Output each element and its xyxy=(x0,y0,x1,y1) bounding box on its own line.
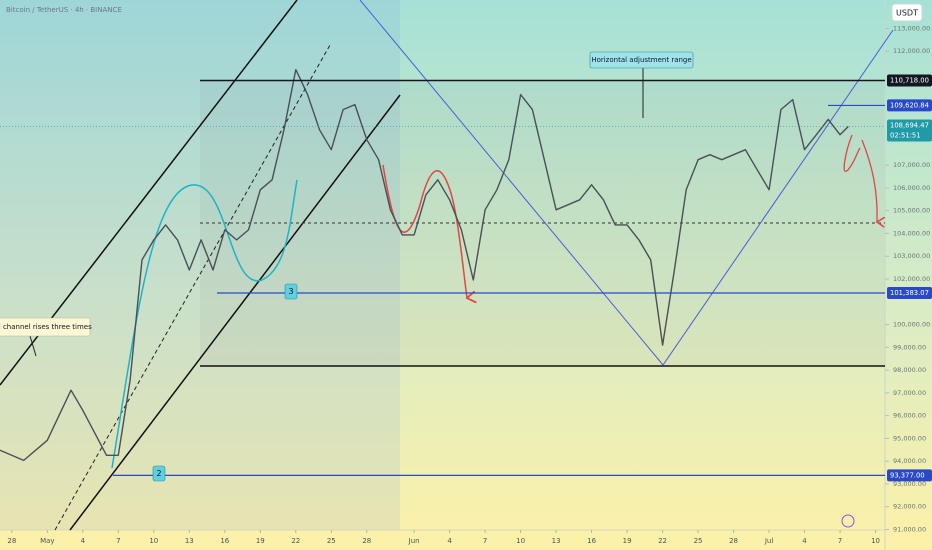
x-tick-label: 28 xyxy=(729,537,738,545)
last-price-label: 108,694.47 xyxy=(890,122,929,130)
x-tick-label: 25 xyxy=(327,537,336,545)
x-tick-label: 13 xyxy=(552,537,561,545)
y-tick-label: 105,000.00 xyxy=(893,207,930,215)
y-tick-label: 93,000.00 xyxy=(893,480,926,488)
pointer xyxy=(29,335,37,357)
x-tick-label: 10 xyxy=(149,537,158,545)
y-tick-label: 107,000.00 xyxy=(893,161,930,169)
x-tick-label: 22 xyxy=(658,537,667,545)
last-price-box xyxy=(887,119,932,142)
x-tick-label: 4 xyxy=(447,537,452,545)
x-tick-label: 7 xyxy=(116,537,120,545)
y-tick-label: 104,000.00 xyxy=(893,229,930,237)
y-tick-label: 92,000.00 xyxy=(893,503,926,511)
y-tick-label: 97,000.00 xyxy=(893,389,926,397)
red-arrow xyxy=(861,139,877,222)
y-tick-label: 96,000.00 xyxy=(893,412,926,420)
level-label: 101,383.07 xyxy=(890,289,929,297)
x-tick-label: Jul xyxy=(764,537,774,545)
currency: USDT xyxy=(896,9,918,18)
x-tick-label: 4 xyxy=(81,537,86,545)
annotation-box xyxy=(0,317,91,337)
y-tick-label: 102,000.00 xyxy=(893,275,930,283)
red-hook xyxy=(843,134,861,173)
x-tick-label: 28 xyxy=(362,537,371,545)
chart-title: Bitcoin / TetherUS · 4h · BINANCE xyxy=(6,6,122,14)
x-tick-label: 13 xyxy=(185,537,194,545)
x-tick-label: 22 xyxy=(291,537,300,545)
channel-lower xyxy=(69,94,401,531)
y-tick-label: 95,000.00 xyxy=(893,434,926,442)
price-line xyxy=(0,68,849,462)
x-tick-label: 25 xyxy=(694,537,703,545)
level-label-box xyxy=(887,469,932,482)
level-label: 110,718.00 xyxy=(890,76,929,84)
x-tick-label: 19 xyxy=(256,537,265,545)
x-tick-label: 10 xyxy=(516,537,525,545)
x-tick-label: Jun xyxy=(408,537,420,545)
x-tick-label: 4 xyxy=(802,537,807,545)
x-tick-label: 28 xyxy=(7,537,16,545)
annotation-box xyxy=(589,51,694,69)
y-tick-label: 113,000.00 xyxy=(893,24,930,32)
y-tick-label: 106,000.00 xyxy=(893,184,930,192)
level-label-box xyxy=(887,74,932,87)
y-tick-label: 112,000.00 xyxy=(893,47,930,55)
level-label-box xyxy=(887,99,932,112)
teal-curve xyxy=(111,179,298,469)
currency-box xyxy=(891,3,923,22)
x-tick-label: 10 xyxy=(871,537,880,545)
y-tick-label: 98,000.00 xyxy=(893,366,926,374)
v-lines xyxy=(359,0,894,366)
x-tick-label: 19 xyxy=(623,537,632,545)
level-label: 109,620.84 xyxy=(890,101,929,109)
x-tick-label: 7 xyxy=(483,537,487,545)
y-tick-label: 91,000.00 xyxy=(893,526,926,534)
y-tick-label: 103,000.00 xyxy=(893,252,930,260)
annotation: d channel rises three times xyxy=(0,323,92,331)
y-tick-label: 99,000.00 xyxy=(893,343,926,351)
y-tick-label: 94,000.00 xyxy=(893,457,926,465)
x-tick-label: May xyxy=(40,537,54,545)
annotation: 2 xyxy=(156,469,161,478)
y-tick-label: 100,000.00 xyxy=(893,321,930,329)
x-tick-label: 7 xyxy=(838,537,842,545)
icon xyxy=(841,514,855,528)
annotation-box xyxy=(284,283,298,300)
x-tick-label: 16 xyxy=(587,537,596,545)
annotation: Horizontal adjustment range xyxy=(591,56,691,64)
annotation: 3 xyxy=(288,287,293,296)
x-tick-label: 16 xyxy=(220,537,229,545)
annotation-box xyxy=(152,465,166,482)
channel-shade xyxy=(0,0,400,530)
countdown: 02:51:51 xyxy=(890,132,921,140)
level-label: 93,377.00 xyxy=(890,471,925,479)
level-label-box xyxy=(887,287,932,300)
